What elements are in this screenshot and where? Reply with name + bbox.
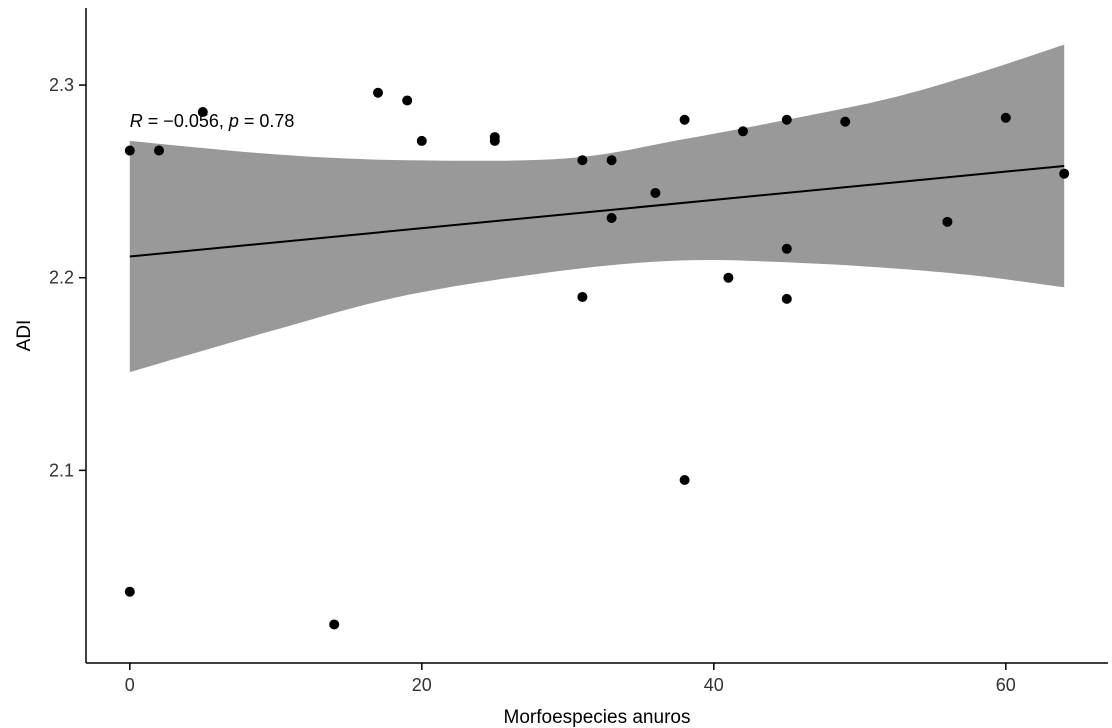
data-point (329, 619, 340, 630)
data-point (606, 155, 617, 166)
regression-line (129, 164, 1065, 258)
x-tick-label: 0 (125, 675, 135, 695)
data-point (373, 87, 383, 98)
data-point (840, 116, 851, 127)
data-point (781, 114, 792, 125)
correlation-annotation: R = −0.056, p = 0.78 (130, 111, 295, 131)
data-point (416, 135, 427, 146)
x-tick-label: 40 (704, 675, 724, 695)
x-axis-title: Morfoespecies anuros (504, 707, 691, 728)
axes-layer: 0 20 40 60 2.1 2.2 2.3 (49, 8, 1108, 695)
data-point (577, 155, 588, 166)
y-tick-label: 2.2 (49, 268, 74, 288)
data-point (781, 243, 792, 254)
x-tick-label: 20 (412, 675, 432, 695)
y-tick-label: 2.1 (49, 460, 74, 480)
x-tick-label: 60 (996, 675, 1016, 695)
data-point (723, 272, 734, 283)
data-point (606, 212, 617, 223)
data-point (679, 474, 690, 485)
data-point (577, 291, 588, 302)
data-point (489, 135, 500, 146)
data-point (124, 586, 135, 597)
r-value-text: = −0.056, (143, 111, 229, 131)
p-value-text: = 0.78 (239, 111, 295, 131)
data-point (650, 187, 661, 198)
data-point (154, 145, 164, 156)
data-points-layer (124, 87, 1070, 630)
data-point (124, 145, 135, 156)
data-point (1059, 168, 1070, 179)
regression-line-layer (129, 164, 1065, 258)
data-point (402, 95, 413, 106)
y-tick-label: 2.3 (49, 75, 74, 95)
y-axis-title: ADI (14, 320, 35, 352)
data-point (197, 107, 208, 118)
r-label: R (130, 111, 143, 131)
data-point (781, 293, 792, 304)
data-point (1000, 112, 1011, 123)
confidence-band-layer (129, 44, 1065, 373)
data-point (738, 126, 748, 137)
confidence-band (129, 44, 1065, 373)
p-label: p (228, 111, 239, 131)
data-point (942, 216, 953, 227)
data-point (679, 114, 690, 125)
